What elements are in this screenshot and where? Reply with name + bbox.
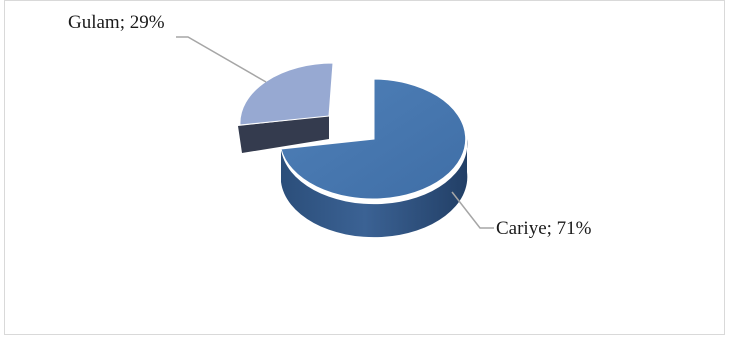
slice-gulam-wall — [238, 116, 329, 153]
data-label-cariye: Cariye; 71% — [496, 218, 592, 239]
slice-gulam — [238, 62, 334, 153]
slice-cariye — [280, 78, 468, 238]
leader-line-gulam — [176, 36, 267, 83]
slice-cariye-wall — [281, 139, 468, 238]
slice-gulam-top — [239, 62, 334, 126]
data-label-gulam: Gulam; 29% — [68, 12, 165, 33]
leader-line-cariye — [451, 191, 494, 229]
slice-cariye-top — [280, 78, 467, 200]
